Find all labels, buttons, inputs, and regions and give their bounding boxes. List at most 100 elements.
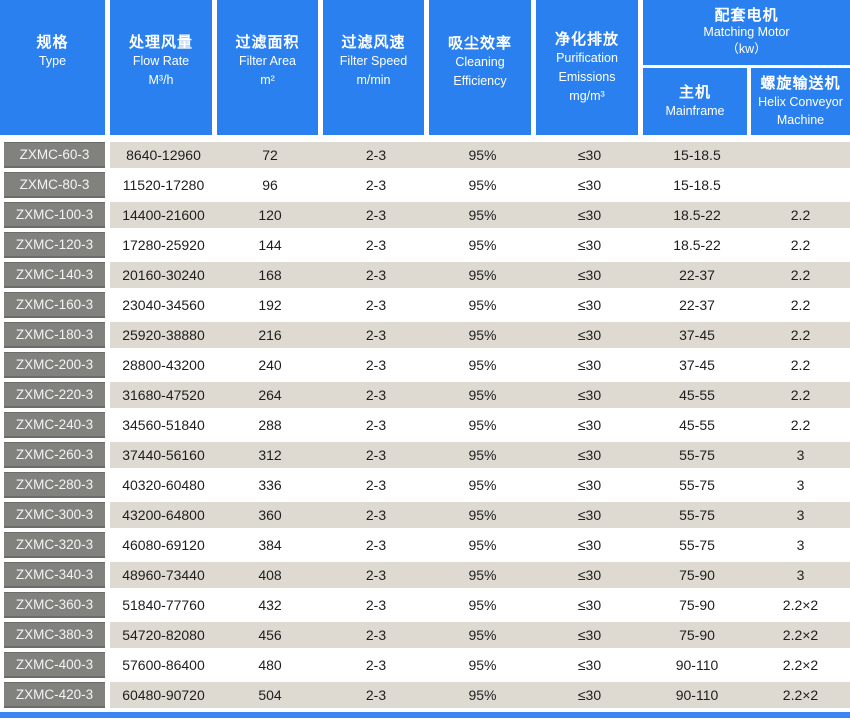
table-row: ZXMC-360-3 51840-77760 432 2-3 95% ≤30 7… [0,592,850,618]
filter-area-cell: 408 [258,567,282,583]
filter-area-cell: 384 [258,537,282,553]
model-cell: ZXMC-80-3 [4,172,105,198]
table-row: ZXMC-60-3 8640-12960 72 2-3 95% ≤30 15-1… [0,142,850,168]
emissions-cell: ≤30 [577,447,602,463]
header-mainframe-zh: 主机 [678,83,711,101]
mainframe-power-cell: 37-45 [679,357,715,373]
table-row: ZXMC-380-3 54720-82080 456 2-3 95% ≤30 7… [0,622,850,648]
filter-area-cell: 216 [258,327,282,343]
efficiency-cell: 95% [468,597,497,613]
model-cell: ZXMC-400-3 [4,652,105,678]
filter-area-cell: 432 [258,597,282,613]
helix-power-cell: 2.2 [790,327,811,343]
helix-power-cell: 2.2 [790,207,811,223]
helix-power-cell: 3 [796,447,805,463]
efficiency-cell: 95% [468,687,497,703]
row-band: 34560-51840 288 2-3 95% ≤30 45-55 2.2 [110,412,850,438]
efficiency-cell: 95% [468,627,497,643]
header-cell-helix-conveyor: 螺旋输送机 Helix Conveyor Machine [751,68,850,135]
header-filter-area-unit: m² [260,72,275,87]
model-cell: ZXMC-280-3 [4,472,105,498]
helix-power-cell: 2.2 [790,297,811,313]
header-group-matching-motor: 配套电机 Matching Motor （kw） 主机 Mainframe 螺旋… [643,0,850,135]
header-helix-zh: 螺旋输送机 [760,74,841,92]
helix-power-cell: 3 [796,507,805,523]
row-band: 28800-43200 240 2-3 95% ≤30 37-45 2.2 [110,352,850,378]
filter-speed-cell: 2-3 [365,417,387,433]
flow-rate-cell: 60480-90720 [122,687,205,703]
emissions-cell: ≤30 [577,147,602,163]
table-row: ZXMC-120-3 17280-25920 144 2-3 95% ≤30 1… [0,232,850,258]
header-cleaning-en2: Efficiency [453,73,507,88]
efficiency-cell: 95% [468,237,497,253]
table-row: ZXMC-180-3 25920-38880 216 2-3 95% ≤30 3… [0,322,850,348]
header-motor-subrow: 主机 Mainframe 螺旋输送机 Helix Conveyor Machin… [643,68,850,135]
model-cell: ZXMC-200-3 [4,352,105,378]
flow-rate-cell: 25920-38880 [122,327,205,343]
row-band: 51840-77760 432 2-3 95% ≤30 75-90 2.2×2 [110,592,850,618]
helix-power-cell: 2.2 [790,417,811,433]
filter-speed-cell: 2-3 [365,477,387,493]
flow-rate-cell: 46080-69120 [122,537,205,553]
filter-area-cell: 96 [262,177,278,193]
filter-area-cell: 72 [262,147,278,163]
flow-rate-cell: 57600-86400 [122,657,205,673]
efficiency-cell: 95% [468,177,497,193]
row-band: 40320-60480 336 2-3 95% ≤30 55-75 3 [110,472,850,498]
row-band: 17280-25920 144 2-3 95% ≤30 18.5-22 2.2 [110,232,850,258]
header-filter-speed-en: Filter Speed [339,53,408,68]
helix-power-cell: 2.2×2 [782,627,819,643]
flow-rate-cell: 34560-51840 [122,417,205,433]
filter-speed-cell: 2-3 [365,627,387,643]
efficiency-cell: 95% [468,207,497,223]
row-band: 8640-12960 72 2-3 95% ≤30 15-18.5 [110,142,850,168]
efficiency-cell: 95% [468,267,497,283]
model-cell: ZXMC-240-3 [4,412,105,438]
mainframe-power-cell: 55-75 [679,537,715,553]
helix-power-cell: 2.2×2 [782,597,819,613]
efficiency-cell: 95% [468,387,497,403]
filter-area-cell: 144 [258,237,282,253]
model-cell: ZXMC-220-3 [4,382,105,408]
row-band: 60480-90720 504 2-3 95% ≤30 90-110 2.2×2 [110,682,850,708]
model-cell: ZXMC-300-3 [4,502,105,528]
mainframe-power-cell: 55-75 [679,477,715,493]
header-purification-en1: Purification [556,50,618,65]
flow-rate-cell: 37440-56160 [122,447,205,463]
emissions-cell: ≤30 [577,267,602,283]
table-row: ZXMC-420-3 60480-90720 504 2-3 95% ≤30 9… [0,682,850,708]
flow-rate-cell: 40320-60480 [122,477,205,493]
table-row: ZXMC-160-3 23040-34560 192 2-3 95% ≤30 2… [0,292,850,318]
emissions-cell: ≤30 [577,297,602,313]
table-row: ZXMC-280-3 40320-60480 336 2-3 95% ≤30 5… [0,472,850,498]
table-row: ZXMC-140-3 20160-30240 168 2-3 95% ≤30 2… [0,262,850,288]
header-helix-en2: Machine [776,112,825,127]
filter-area-cell: 360 [258,507,282,523]
header-helix-en1: Helix Conveyor [758,94,843,109]
filter-speed-cell: 2-3 [365,147,387,163]
emissions-cell: ≤30 [577,657,602,673]
model-cell: ZXMC-380-3 [4,622,105,648]
row-band: 11520-17280 96 2-3 95% ≤30 15-18.5 [110,172,850,198]
row-band: 54720-82080 456 2-3 95% ≤30 75-90 2.2×2 [110,622,850,648]
model-cell: ZXMC-140-3 [4,262,105,288]
row-band: 37440-56160 312 2-3 95% ≤30 55-75 3 [110,442,850,468]
header-purification-en2: Emissions [558,69,616,84]
efficiency-cell: 95% [468,657,497,673]
header-purification-unit: mg/m³ [569,88,605,103]
efficiency-cell: 95% [468,327,497,343]
header-cell-type: 规格 Type [0,0,105,135]
emissions-cell: ≤30 [577,327,602,343]
header-cell-matching-motor: 配套电机 Matching Motor （kw） [643,0,850,65]
helix-power-cell: 2.2 [790,267,811,283]
table-row: ZXMC-400-3 57600-86400 480 2-3 95% ≤30 9… [0,652,850,678]
filter-area-cell: 456 [258,627,282,643]
row-band: 46080-69120 384 2-3 95% ≤30 55-75 3 [110,532,850,558]
efficiency-cell: 95% [468,357,497,373]
filter-speed-cell: 2-3 [365,237,387,253]
model-cell: ZXMC-120-3 [4,232,105,258]
header-cell-purification-emissions: 净化排放 Purification Emissions mg/m³ [536,0,638,135]
mainframe-power-cell: 55-75 [679,447,715,463]
filter-area-cell: 192 [258,297,282,313]
flow-rate-cell: 48960-73440 [122,567,205,583]
